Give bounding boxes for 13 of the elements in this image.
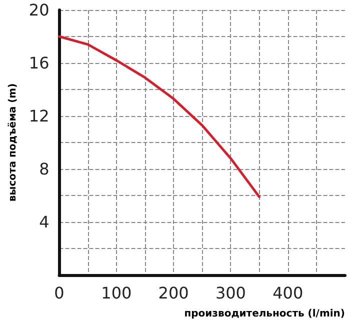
y-tick-label: 12 — [28, 106, 50, 126]
y-tick-label: 4 — [39, 212, 50, 232]
y-tick-label: 8 — [39, 160, 50, 178]
y-tick-label: 16 — [28, 54, 50, 72]
y-axis-title: высота подъёма (m) — [8, 83, 18, 202]
x-tick-label: 400 — [272, 284, 304, 302]
x-tick-label: 300 — [215, 284, 246, 302]
x-tick-label: 0 — [54, 284, 64, 302]
x-axis-title: производительность (l/min) — [184, 308, 345, 320]
y-tick-label: 20 — [28, 0, 50, 20]
x-tick-label: 200 — [158, 284, 189, 302]
line-series — [58, 35, 261, 198]
x-tick-label: 100 — [101, 284, 132, 302]
